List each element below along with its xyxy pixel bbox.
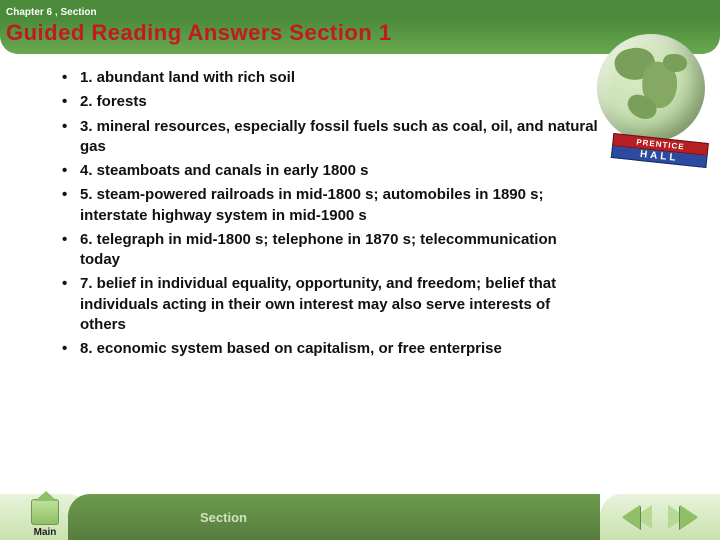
list-item: 4. steamboats and canals in early 1800 s <box>60 161 600 181</box>
footer-nav: Main Section <box>0 494 720 540</box>
globe-graphic: PRENTICE HALL <box>597 34 712 149</box>
list-item: 3. mineral resources, especially fossil … <box>60 117 600 158</box>
header-bar: Chapter 6 , Section <box>0 0 720 18</box>
section-label: Section <box>200 510 247 525</box>
list-item: 5. steam-powered railroads in mid-1800 s… <box>60 185 600 226</box>
next-button[interactable] <box>664 502 700 532</box>
home-icon <box>31 499 59 525</box>
main-label: Main <box>34 527 57 538</box>
list-item: 1. abundant land with rich soil <box>60 68 600 88</box>
list-item: 2. forests <box>60 92 600 112</box>
list-item: 8. economic system based on capitalism, … <box>60 339 600 359</box>
footer-nav-arrows <box>600 494 720 540</box>
globe-icon <box>597 34 705 142</box>
footer-section-bar: Section <box>90 494 600 540</box>
list-item: 7. belief in individual equality, opport… <box>60 274 600 335</box>
answers-list: 1. abundant land with rich soil 2. fores… <box>60 68 600 359</box>
list-item: 6. telegraph in mid-1800 s; telephone in… <box>60 230 600 271</box>
prev-button[interactable] <box>620 502 656 532</box>
page-title: Guided Reading Answers Section 1 <box>6 20 392 45</box>
chapter-label: Chapter 6 , Section <box>6 7 97 18</box>
